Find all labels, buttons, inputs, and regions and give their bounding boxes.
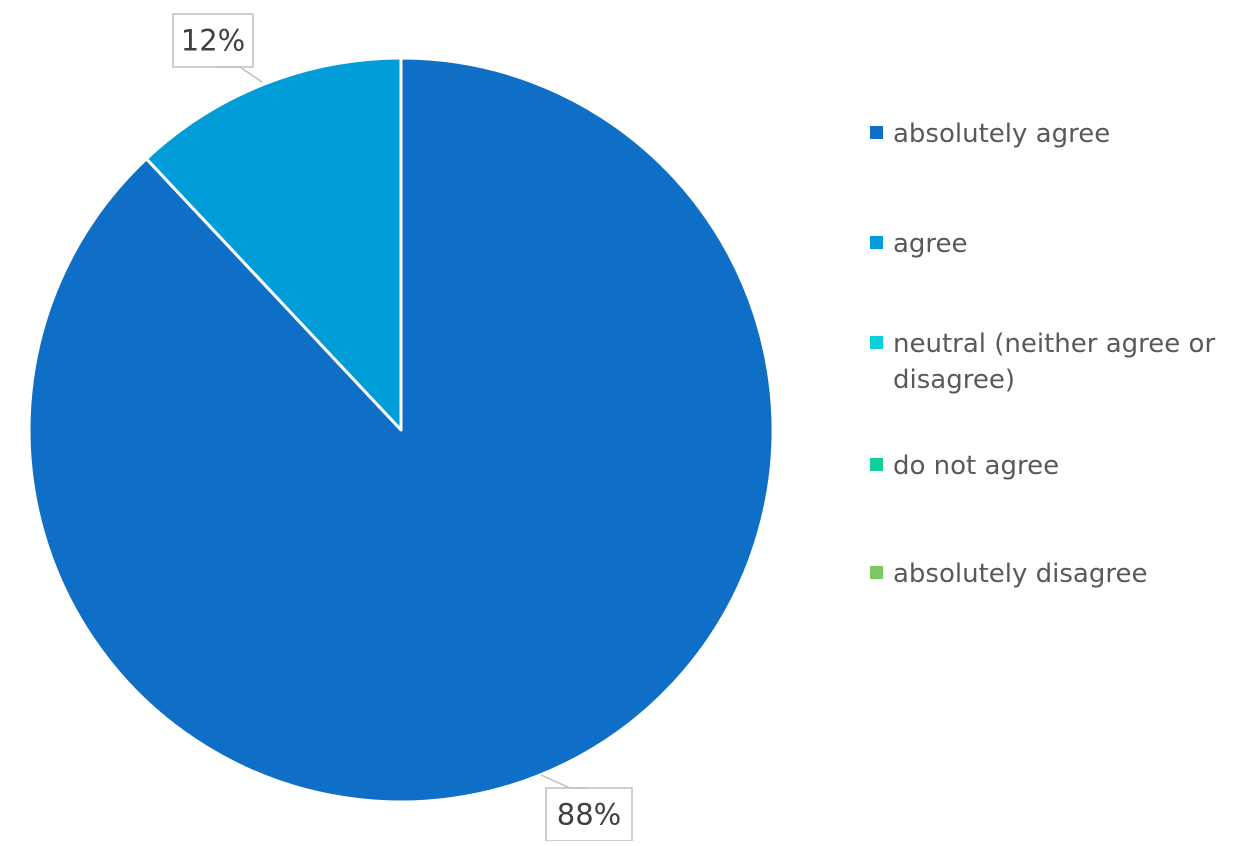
- slices-layer: [27, 56, 775, 804]
- pie-slice-absolutely-agree: [27, 56, 775, 804]
- data-label-box: [172, 13, 254, 68]
- legend-item-agree: agree: [870, 226, 1243, 262]
- pie-slice-agree: [144, 56, 403, 432]
- legend-label: absolutely agree: [893, 119, 1111, 149]
- legend-label: do not agree: [893, 451, 1060, 481]
- legend-item-do-not-agree: do not agree: [870, 448, 1243, 484]
- data-labels-layer: 12% 88%: [172, 13, 633, 842]
- legend-item-absolutely-agree: absolutely agree: [870, 116, 1243, 152]
- data-label-callout: 88%: [540, 774, 633, 842]
- data-label-callout: 12%: [172, 13, 263, 83]
- legend-swatch: [870, 236, 883, 249]
- chart-legend: absolutely agree agree neutral (neither ag…: [870, 0, 1250, 841]
- legend-label: neutral (neither agree or disagree): [893, 329, 1216, 395]
- legend-label: absolutely disagree: [893, 559, 1148, 589]
- legend-swatch: [870, 566, 883, 579]
- legend-item-absolutely-disagree: absolutely disagree: [870, 556, 1243, 592]
- data-label-text: 12%: [181, 24, 245, 58]
- legend-swatch: [870, 336, 883, 349]
- legend-swatch: [870, 126, 883, 139]
- data-label-leader-line: [214, 66, 263, 83]
- legend-swatch: [870, 458, 883, 471]
- data-label-leader-line: [540, 774, 588, 789]
- data-label-text: 88%: [557, 798, 621, 832]
- legend-item-neutral-neither-agree-or-disagree-: neutral (neither agree or disagree): [870, 326, 1243, 398]
- legend-label: agree: [893, 229, 968, 259]
